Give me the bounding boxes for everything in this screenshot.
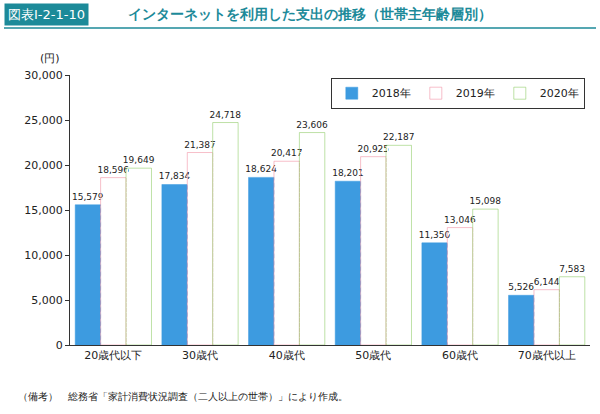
svg-text:15,579: 15,579 bbox=[72, 192, 104, 202]
svg-text:10,000: 10,000 bbox=[24, 249, 63, 262]
svg-text:0: 0 bbox=[56, 339, 63, 352]
svg-text:インターネットを利用した支出の推移（世帯主年齢層別）: インターネットを利用した支出の推移（世帯主年齢層別） bbox=[128, 6, 492, 22]
svg-text:2018年: 2018年 bbox=[372, 87, 411, 100]
svg-text:(円): (円) bbox=[40, 52, 60, 65]
svg-text:5,000: 5,000 bbox=[31, 294, 63, 307]
svg-text:70歳代以上: 70歳代以上 bbox=[518, 349, 576, 362]
svg-text:21,387: 21,387 bbox=[184, 140, 216, 150]
svg-text:19,649: 19,649 bbox=[123, 155, 155, 165]
svg-text:50歳代: 50歳代 bbox=[355, 349, 391, 362]
svg-text:6,144: 6,144 bbox=[534, 277, 560, 287]
svg-text:60歳代: 60歳代 bbox=[442, 349, 478, 362]
svg-text:20,417: 20,417 bbox=[271, 148, 303, 158]
svg-text:18,624: 18,624 bbox=[245, 164, 277, 174]
svg-text:図表Ⅰ-2-1-10: 図表Ⅰ-2-1-10 bbox=[8, 7, 85, 22]
svg-text:2019年: 2019年 bbox=[456, 87, 495, 100]
svg-text:23,606: 23,606 bbox=[296, 120, 328, 130]
svg-text:17,834: 17,834 bbox=[159, 171, 191, 181]
svg-text:18,596: 18,596 bbox=[97, 165, 129, 175]
svg-text:15,000: 15,000 bbox=[24, 204, 63, 217]
svg-text:24,718: 24,718 bbox=[210, 110, 242, 120]
svg-text:18,201: 18,201 bbox=[332, 168, 364, 178]
svg-text:30,000: 30,000 bbox=[24, 69, 63, 82]
svg-text:40歳代: 40歳代 bbox=[269, 349, 305, 362]
svg-text:7,583: 7,583 bbox=[559, 264, 585, 274]
svg-text:20,925: 20,925 bbox=[358, 144, 390, 154]
svg-text:22,187: 22,187 bbox=[383, 132, 415, 142]
svg-text:11,350: 11,350 bbox=[419, 230, 451, 240]
svg-text:（備考） 総務省「家計消費状況調査（二人以上の世帯）」により: （備考） 総務省「家計消費状況調査（二人以上の世帯）」により作成。 bbox=[18, 391, 348, 402]
svg-text:20歳代以下: 20歳代以下 bbox=[84, 349, 142, 362]
svg-text:25,000: 25,000 bbox=[24, 114, 63, 127]
svg-text:30歳代: 30歳代 bbox=[182, 349, 218, 362]
svg-text:5,526: 5,526 bbox=[508, 282, 534, 292]
svg-text:20,000: 20,000 bbox=[24, 159, 63, 172]
svg-text:2020年: 2020年 bbox=[540, 87, 579, 100]
svg-text:15,098: 15,098 bbox=[470, 196, 502, 206]
svg-text:13,046: 13,046 bbox=[444, 215, 476, 225]
